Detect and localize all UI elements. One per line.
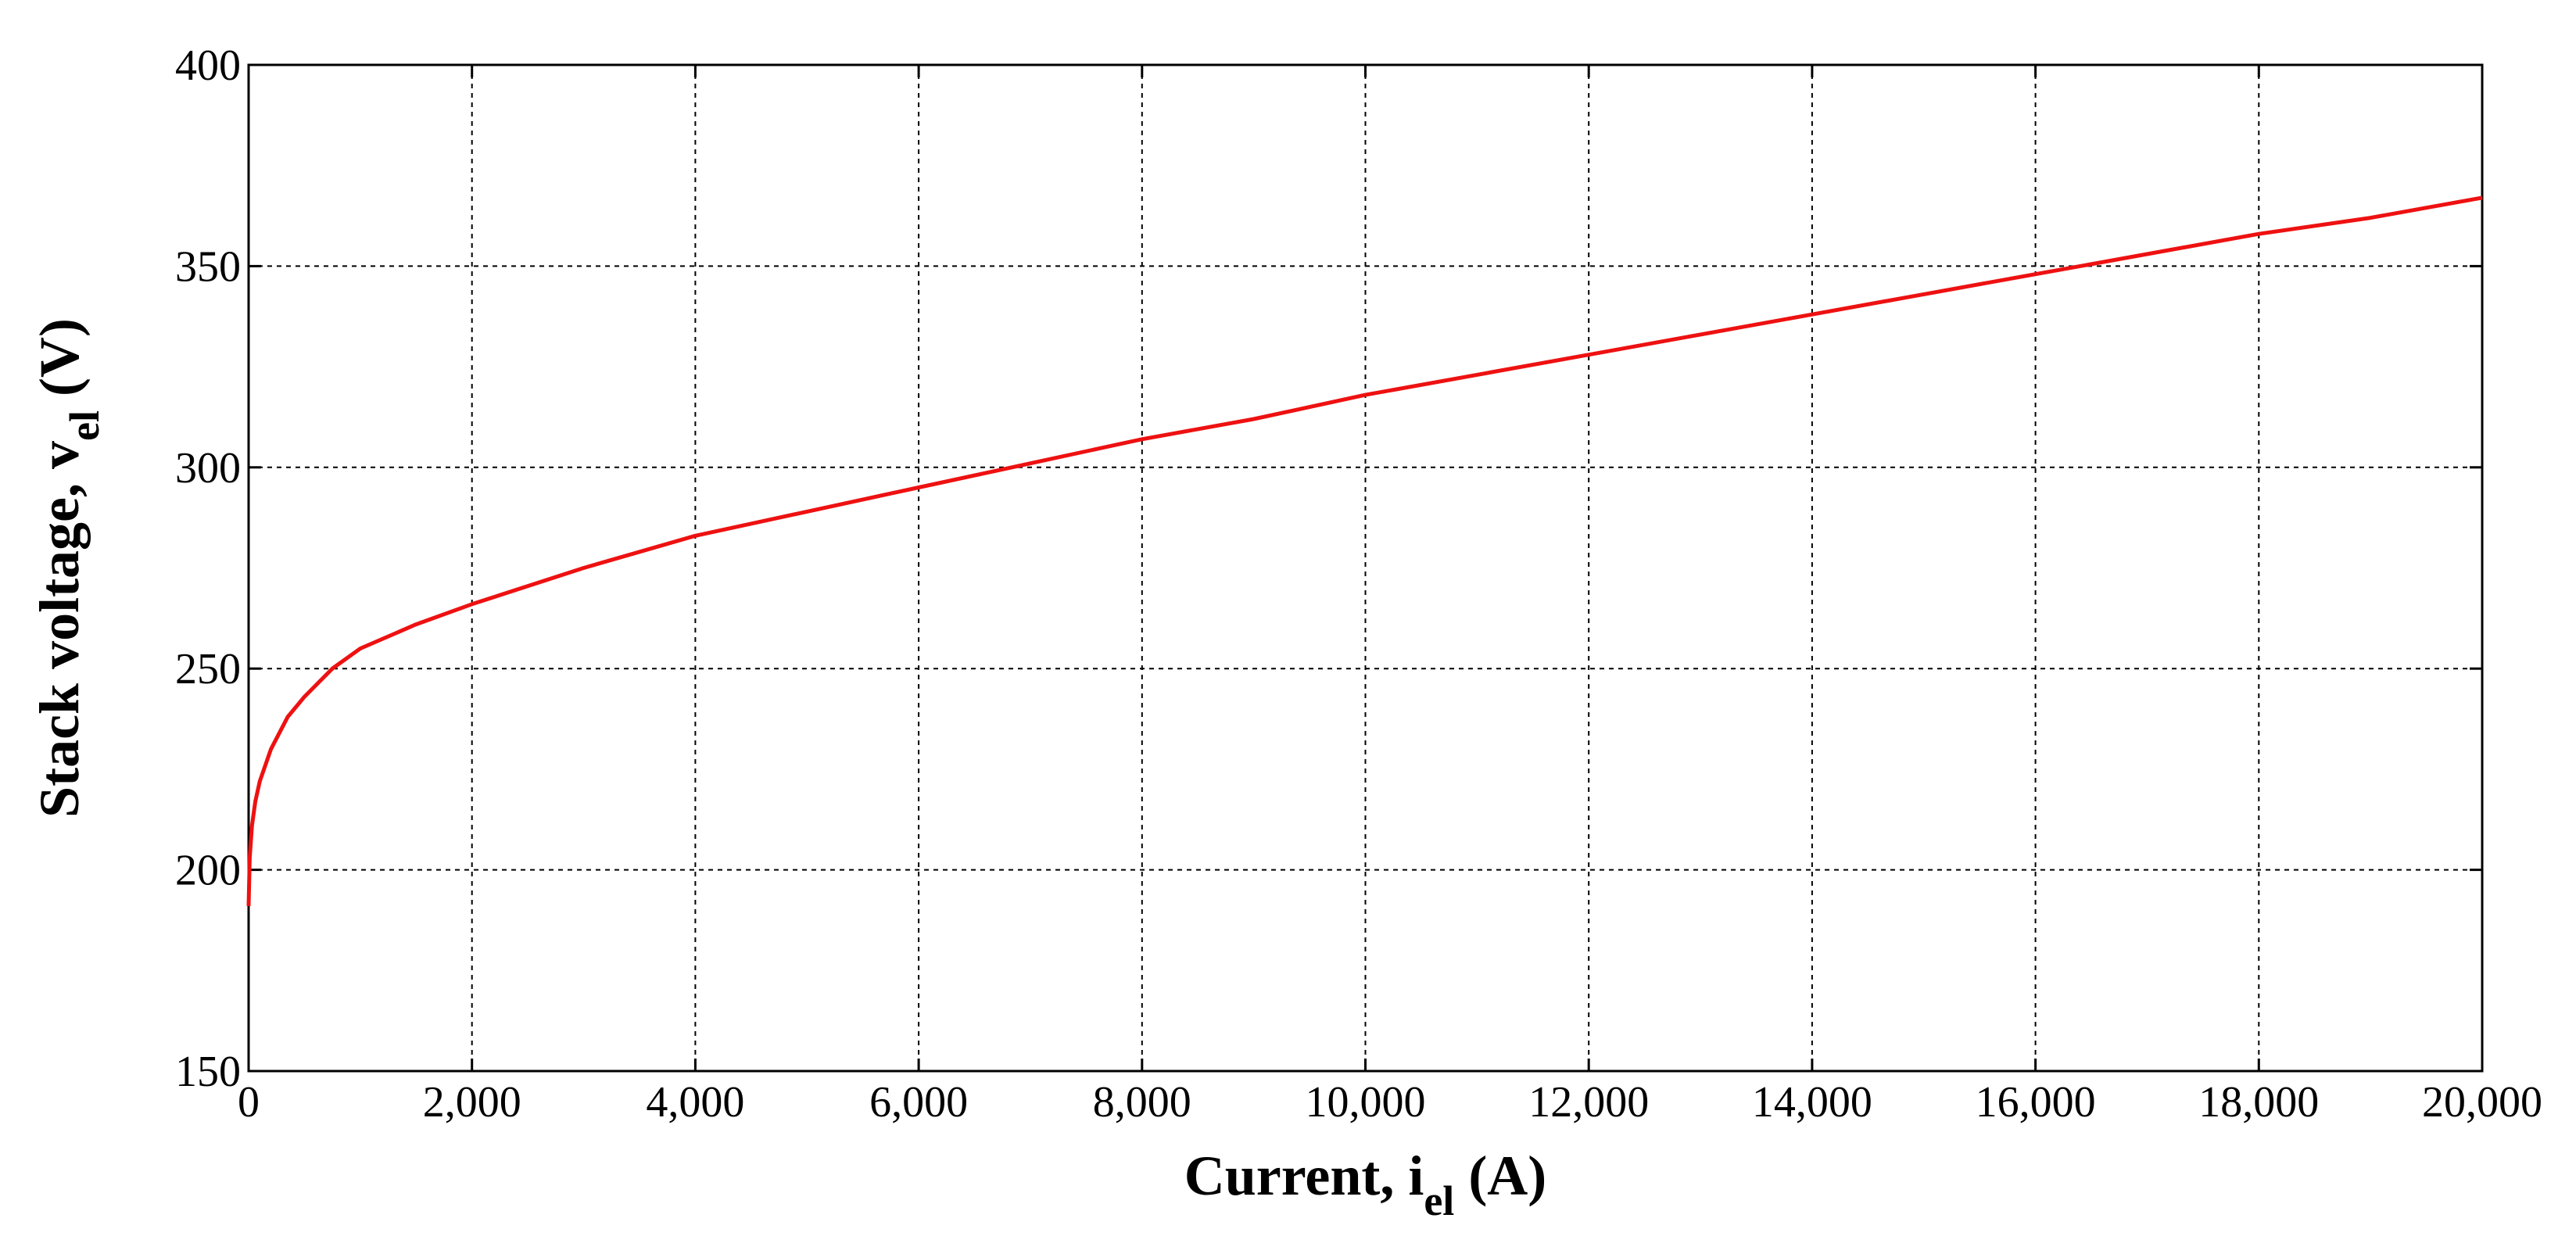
- series-layer: [246, 195, 2483, 906]
- x-tick-label: 12,000: [1528, 1078, 1649, 1127]
- x-tick-label: 8,000: [1093, 1078, 1191, 1127]
- y-axis-title-unit: (V): [28, 318, 91, 410]
- x-axis-title-unit: (A): [1454, 1145, 1546, 1207]
- y-axis-title: Stack voltage, vel (V): [28, 318, 108, 818]
- x-tick-label: 14,000: [1752, 1078, 1872, 1127]
- y-tick-labels: 150 200 250 300 350 400: [175, 41, 241, 1096]
- x-tick-label: 2,000: [423, 1078, 521, 1127]
- x-axis-title-subscript: el: [1424, 1177, 1454, 1224]
- y-tick-label: 200: [175, 847, 241, 895]
- x-axis-title: Current, iel (A): [1184, 1145, 1547, 1224]
- x-tick-labels: 0 2,000 4,000 6,000 8,000 10,000 12,000 14,000 1…: [238, 1078, 2542, 1127]
- x-tick-label: 0: [238, 1078, 260, 1127]
- x-tick-label: 20,000: [2422, 1078, 2542, 1127]
- grid: [249, 65, 2482, 1071]
- x-tick-label: 16,000: [1976, 1078, 2096, 1127]
- y-axis-title-main: Stack voltage, v: [28, 441, 91, 818]
- y-tick-label: 250: [175, 645, 241, 693]
- y-tick-label: 400: [175, 41, 241, 90]
- x-tick-label: 4,000: [646, 1078, 744, 1127]
- y-axis-title-subscript: el: [61, 410, 108, 441]
- x-tick-label: 10,000: [1306, 1078, 1426, 1127]
- x-axis-title-main: Current, i: [1184, 1145, 1424, 1207]
- y-tick-label: 150: [175, 1048, 241, 1096]
- y-tick-label: 300: [175, 444, 241, 493]
- ticks: [247, 63, 2484, 1073]
- x-tick-label: 6,000: [869, 1078, 968, 1127]
- x-tick-label: 18,000: [2198, 1078, 2319, 1127]
- series-line: [246, 195, 2483, 906]
- y-tick-label: 350: [175, 242, 241, 291]
